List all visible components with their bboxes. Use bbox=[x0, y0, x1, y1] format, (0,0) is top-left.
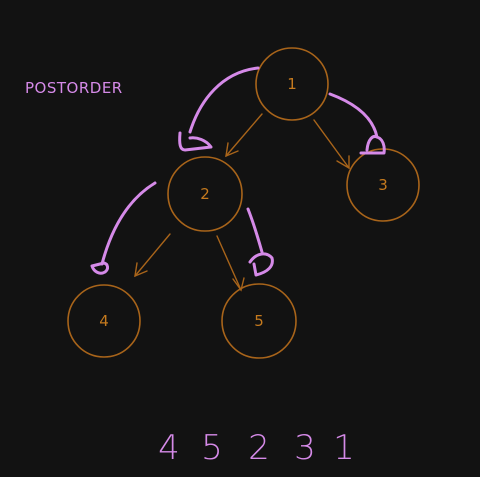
postorder-sequence: 4 5 2 3 1 bbox=[158, 428, 355, 468]
traversal-arrow-1-to-2 bbox=[178, 66, 260, 152]
sequence-item-4: 3 bbox=[294, 428, 316, 468]
edge-2-4 bbox=[134, 233, 171, 278]
sequence-item-1: 4 bbox=[158, 428, 180, 468]
sequence-item-3: 2 bbox=[248, 428, 270, 468]
traversal-arrow-2-to-5 bbox=[246, 207, 274, 277]
edge-2-5 bbox=[216, 235, 245, 292]
tree-edges bbox=[134, 113, 350, 292]
edge-1-3 bbox=[313, 119, 350, 170]
sequence-item-2: 5 bbox=[201, 428, 223, 468]
tree-node-1: 1 bbox=[255, 47, 329, 121]
tree-node-4: 4 bbox=[67, 284, 141, 358]
sequence-item-5: 1 bbox=[333, 428, 355, 468]
traversal-strokes bbox=[90, 66, 386, 277]
diagram-title: POSTORDER bbox=[25, 79, 123, 97]
traversal-arrow-1-to-3 bbox=[328, 92, 386, 155]
edge-1-2 bbox=[225, 113, 263, 158]
tree-node-5: 5 bbox=[221, 283, 297, 359]
node-label-2: 2 bbox=[200, 185, 210, 203]
tree-node-2: 2 bbox=[167, 156, 243, 232]
node-label-5: 5 bbox=[254, 312, 264, 330]
traversal-arrow-2-to-4 bbox=[90, 181, 157, 275]
node-label-3: 3 bbox=[378, 176, 388, 194]
tree-node-3: 3 bbox=[346, 148, 420, 222]
node-label-1: 1 bbox=[287, 75, 297, 93]
node-label-4: 4 bbox=[99, 312, 109, 330]
